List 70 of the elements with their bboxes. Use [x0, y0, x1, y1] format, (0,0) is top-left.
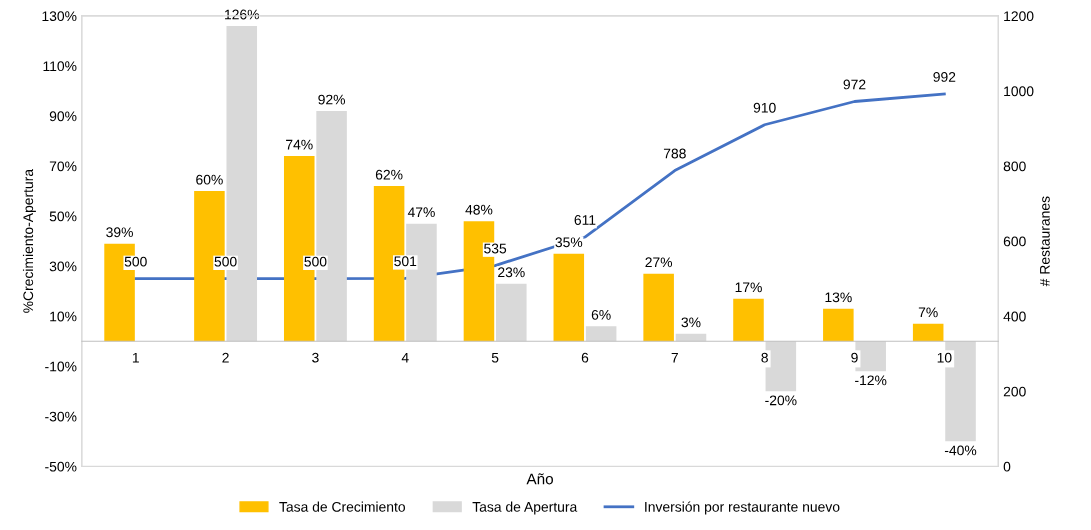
data-label: 500 — [124, 256, 147, 267]
y-tick-label: 130% — [42, 11, 77, 22]
y-tick-label: 90% — [49, 111, 77, 122]
x-tick-label: 5 — [491, 352, 499, 363]
data-label: 62% — [375, 169, 403, 180]
x-tick-label: 3 — [312, 352, 319, 363]
data-label: -20% — [765, 395, 797, 406]
data-label: 500 — [214, 256, 237, 267]
bar — [675, 333, 707, 342]
y-tick-label: -30% — [45, 411, 77, 422]
data-label: 74% — [286, 139, 313, 150]
data-label: 500 — [304, 256, 327, 267]
data-label: 60% — [196, 174, 223, 185]
y-axis-title: %Crecimiento-Apertura — [22, 168, 36, 313]
data-label: 972 — [843, 79, 866, 90]
bar — [553, 253, 585, 342]
x-tick-label: 4 — [401, 352, 409, 363]
data-label: 39% — [106, 227, 133, 238]
y-tick-label: 110% — [43, 61, 77, 72]
data-label: 126% — [225, 9, 260, 20]
x-axis-title: Año — [526, 473, 553, 485]
y2-tick-label: 1000 — [1004, 86, 1034, 97]
x-tick-label: 6 — [581, 352, 589, 363]
bar — [643, 273, 674, 342]
y2-axis-title: # Restauranes — [1040, 196, 1050, 287]
data-label: 48% — [465, 204, 493, 215]
y-tick-label: 10% — [50, 311, 77, 322]
x-tick-label: 2 — [222, 352, 229, 363]
y-tick-label: -10% — [45, 361, 77, 372]
x-tick-label: 10 — [937, 352, 952, 363]
x-tick-label: 9 — [851, 352, 858, 363]
data-label: 47% — [407, 207, 435, 218]
y2-tick-label: 1200 — [1004, 11, 1034, 22]
y-tick-label: -50% — [45, 461, 77, 472]
legend-label: Inversión por restaurante nuevo — [645, 501, 840, 515]
legend-label: Tasa de Apertura — [472, 501, 578, 515]
data-label: 611 — [574, 215, 596, 225]
y-tick-label: 70% — [49, 161, 77, 172]
data-label: 13% — [825, 292, 852, 303]
y-tick-label: 50% — [49, 211, 77, 222]
bar — [823, 308, 854, 342]
y-tick-label: 30% — [49, 261, 77, 272]
data-label: 17% — [735, 282, 762, 293]
data-label: 992 — [933, 72, 956, 82]
data-label: -40% — [944, 445, 977, 456]
data-label: 3% — [681, 317, 701, 328]
bar — [496, 283, 527, 342]
x-tick-label: 8 — [761, 352, 768, 363]
legend-label: Tasa de Crecimiento — [279, 501, 405, 512]
data-label: 35% — [555, 237, 583, 248]
y2-tick-label: 800 — [1003, 161, 1026, 172]
y2-tick-label: 600 — [1003, 236, 1026, 247]
data-label: 535 — [484, 243, 507, 254]
bar — [585, 326, 617, 342]
data-label: 92% — [318, 94, 346, 105]
x-tick-label: 1 — [132, 352, 139, 363]
data-label: 27% — [645, 257, 673, 268]
data-label: -12% — [855, 375, 887, 386]
y2-tick-label: 0 — [1003, 461, 1011, 472]
bar — [912, 323, 944, 342]
data-label: 501 — [394, 256, 417, 267]
data-label: 23% — [498, 267, 525, 278]
data-label: 7% — [918, 307, 938, 318]
data-label: 6% — [591, 309, 611, 320]
data-label: 910 — [753, 102, 776, 113]
x-tick-label: 7 — [671, 352, 678, 363]
y2-tick-label: 200 — [1003, 386, 1026, 397]
data-label: 788 — [663, 148, 686, 159]
y2-tick-label: 400 — [1003, 311, 1026, 322]
bar — [733, 298, 764, 342]
